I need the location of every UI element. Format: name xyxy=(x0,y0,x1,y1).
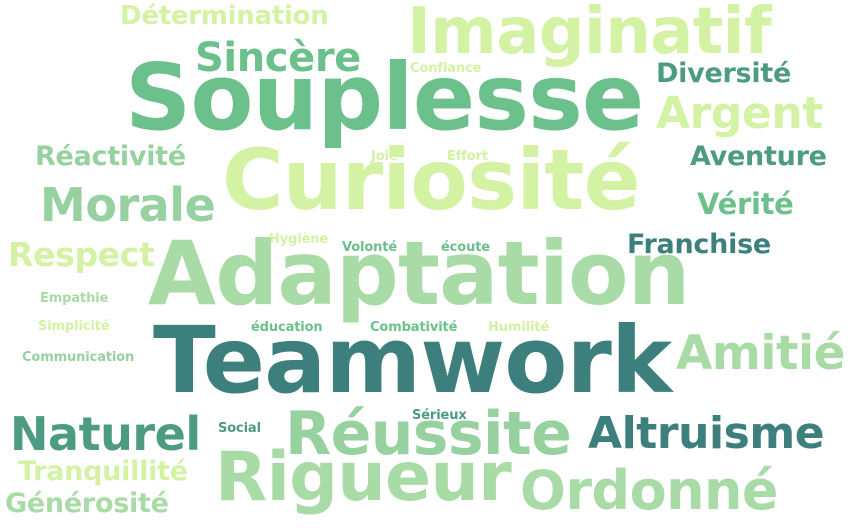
word-naturel: Naturel xyxy=(10,407,201,461)
word-social: Social xyxy=(218,421,261,436)
word-rigueur: Rigueur xyxy=(215,438,512,517)
word-sincere: Sincère xyxy=(195,35,361,81)
word-confiance: Confiance xyxy=(410,61,482,76)
word-reactivite: Réactivité xyxy=(35,141,186,172)
word-curiosite: Curiosité xyxy=(222,131,641,229)
word-education: éducation xyxy=(251,320,323,335)
word-franchise: Franchise xyxy=(627,229,771,260)
word-simplicite: Simplicité xyxy=(38,319,110,334)
word-adaptation: Adaptation xyxy=(148,222,690,325)
word-combativite: Combativité xyxy=(370,320,458,335)
word-altruisme: Altruisme xyxy=(588,408,825,459)
word-souplesse: Souplesse xyxy=(125,44,644,151)
word-diversite: Diversité xyxy=(656,58,792,89)
word-reussite: Réussite xyxy=(285,399,572,469)
word-respect: Respect xyxy=(8,235,155,274)
word-verite: Vérité xyxy=(697,187,794,221)
word-volonte: Volonté xyxy=(342,240,398,255)
word-communication: Communication xyxy=(22,350,135,365)
word-tranquillite: Tranquillité xyxy=(18,456,188,487)
word-humilite: Humilité xyxy=(488,320,550,335)
word-ecoute: écoute xyxy=(441,240,490,255)
word-determination: Détermination xyxy=(120,1,329,31)
word-aventure: Aventure xyxy=(690,141,827,172)
word-joie: Joie xyxy=(371,149,398,164)
word-imaginatif: Imaginatif xyxy=(407,0,772,69)
word-empathie: Empathie xyxy=(40,291,109,306)
word-effort: Effort xyxy=(447,149,488,164)
word-ordonne: Ordonné xyxy=(520,459,779,522)
word-hygiene: Hygiène xyxy=(269,232,329,247)
word-generosite: Générosité xyxy=(5,488,169,519)
word-argent: Argent xyxy=(656,88,823,139)
word-amitie: Amitié xyxy=(676,326,846,381)
word-serieux: Sérieux xyxy=(412,408,467,423)
word-teamwork: Teamwork xyxy=(153,307,672,414)
word-morale: Morale xyxy=(40,178,216,232)
